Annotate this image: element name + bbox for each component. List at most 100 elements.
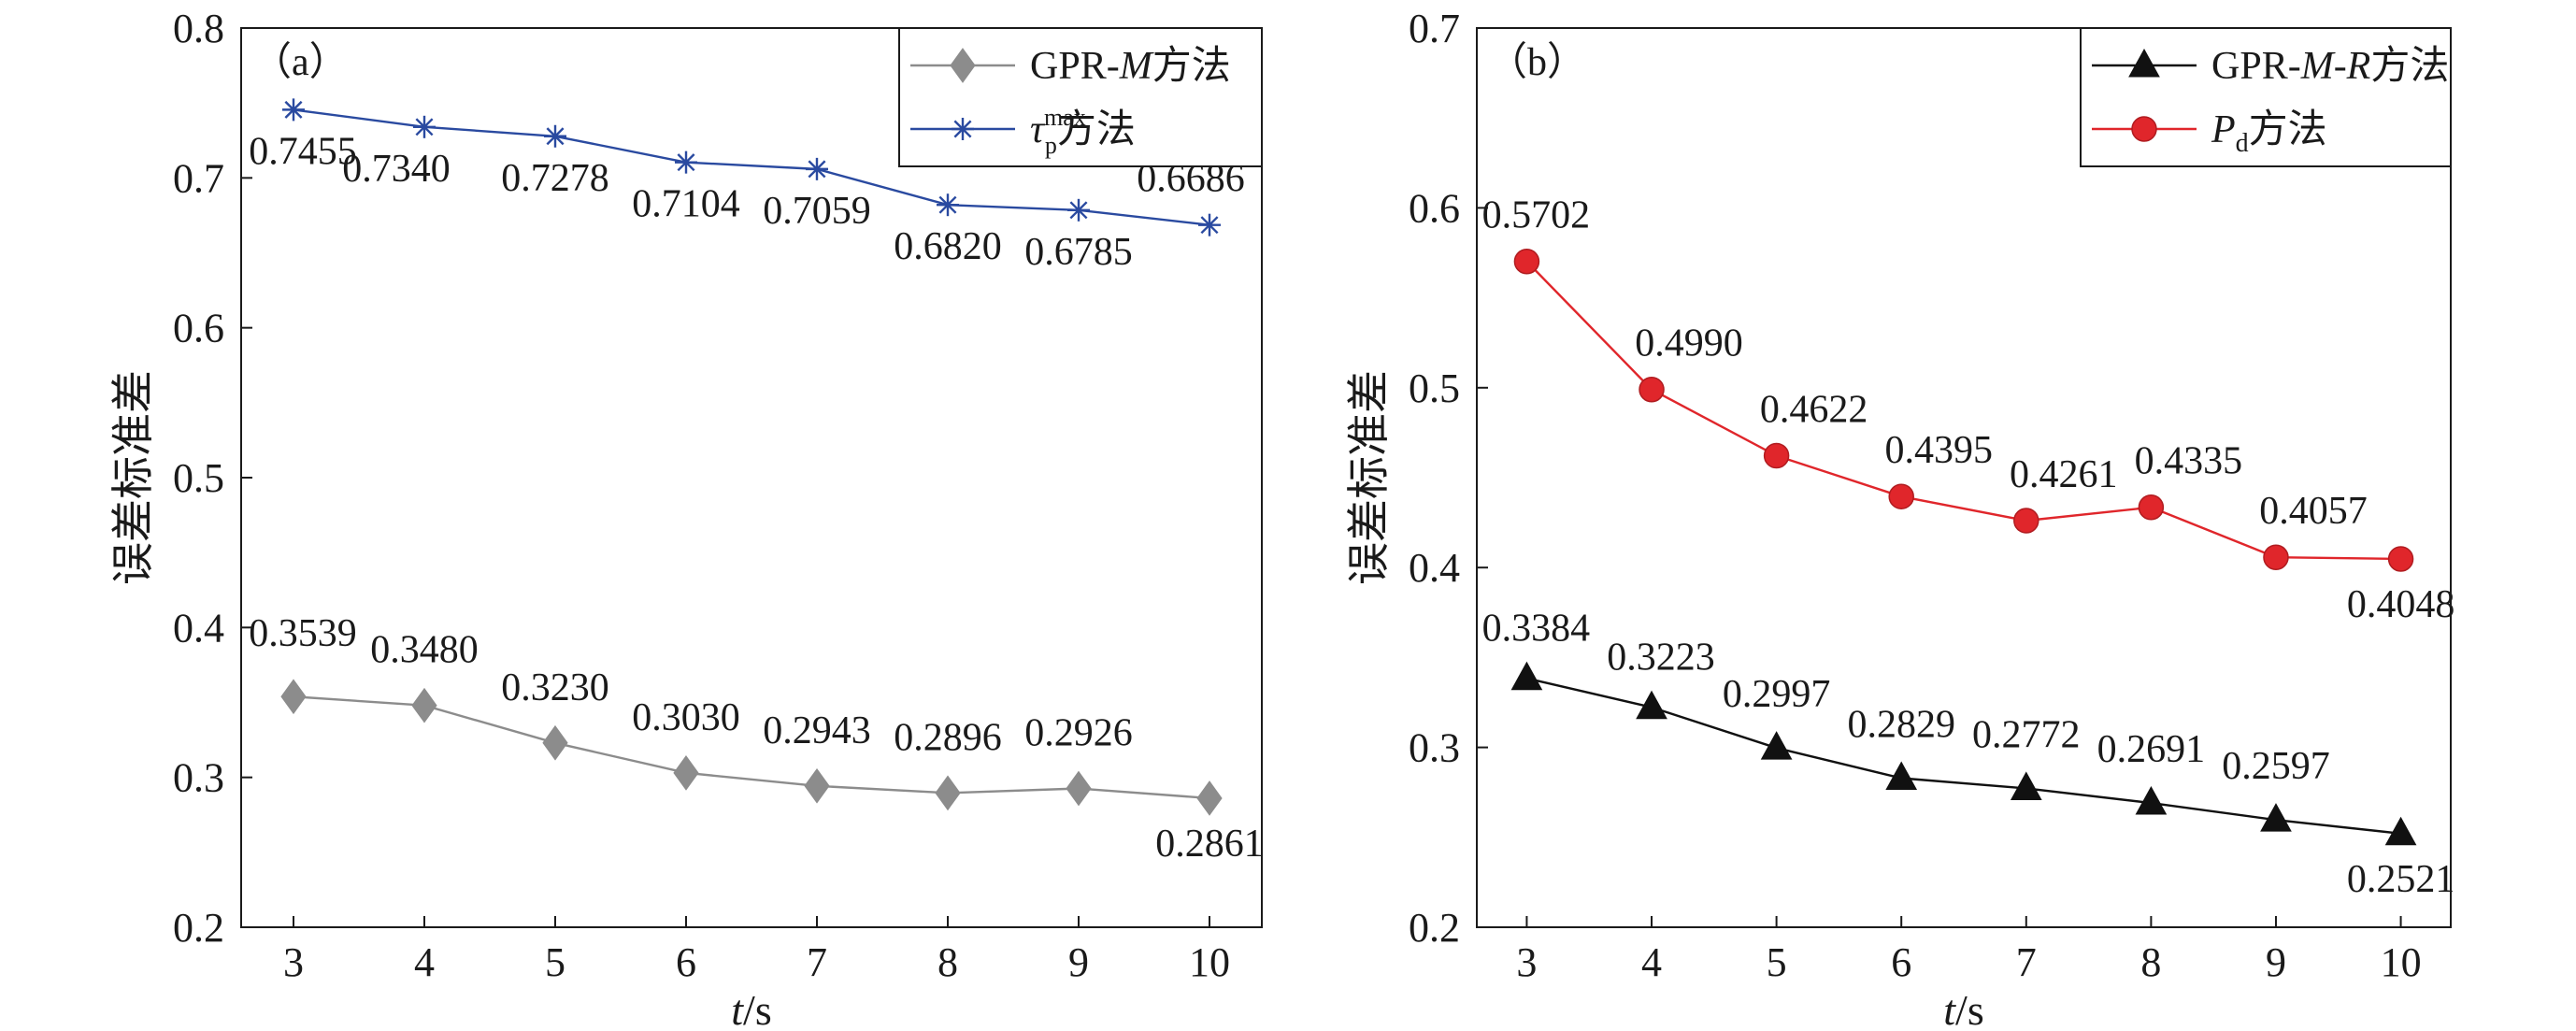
legend-marker — [952, 118, 974, 140]
data-point — [2263, 544, 2289, 570]
marker-stroke — [1200, 216, 1219, 235]
data-label: 0.7059 — [763, 190, 871, 233]
data-point — [282, 98, 305, 122]
data-label: 0.4622 — [1760, 389, 1868, 432]
y-tick-label: 0.7 — [173, 155, 224, 201]
data-point — [411, 687, 437, 723]
series-line — [1525, 260, 2401, 561]
series-line — [293, 695, 1210, 800]
data-label: 0.2861 — [1155, 823, 1264, 866]
data-label: 0.3030 — [632, 696, 740, 739]
y-axis-title: 误差标准差 — [1345, 370, 1393, 585]
data-label: 0.2943 — [763, 709, 871, 752]
x-tick-label: 3 — [283, 939, 304, 985]
series-line — [293, 108, 1210, 226]
data-label: 0.4048 — [2347, 583, 2455, 626]
data-point — [673, 755, 699, 791]
legend-marker — [2131, 116, 2157, 142]
x-tick-label: 9 — [1068, 939, 1089, 985]
data-label: 0.2772 — [1972, 713, 2081, 756]
data-point — [937, 193, 959, 217]
data-point — [280, 679, 307, 715]
data-point — [675, 150, 697, 174]
data-label: 0.3384 — [1482, 608, 1591, 651]
data-label: 0.2521 — [2347, 858, 2455, 901]
legend-box — [898, 27, 1263, 167]
data-point — [1760, 731, 1793, 760]
data-point — [2135, 786, 2168, 815]
data-point — [1066, 770, 1092, 807]
legend-item-2: τmax p方法 — [910, 104, 1136, 159]
data-label: 0.2829 — [1847, 704, 1955, 747]
legend-item-2: Pd方法 — [2092, 108, 2327, 158]
legend-label: Pd方法 — [2211, 108, 2327, 158]
marker-stroke — [938, 195, 957, 214]
data-point — [1198, 213, 1221, 236]
data-label: 0.3223 — [1607, 637, 1715, 680]
chart-panel-b: 0.2 0.3 0.4 0.5 0.6 0.7 3 4 5 6 7 8 9 10 t/s 误差标准差 （b） 0.… — [1345, 6, 2454, 1031]
data-label: 0.3539 — [249, 612, 357, 655]
data-label: 0.7455 — [249, 130, 357, 173]
legend-box — [2080, 27, 2452, 167]
marker-stroke — [546, 127, 565, 146]
x-tick-label: 5 — [1767, 939, 1787, 985]
data-label: 0.2691 — [2097, 728, 2206, 771]
plot-frame — [1476, 27, 2452, 928]
data-point — [544, 124, 566, 148]
x-tick-label: 8 — [937, 939, 958, 985]
data-label: 0.7340 — [342, 148, 451, 191]
x-axis-title: t/s — [731, 986, 771, 1031]
x-tick-label: 10 — [2381, 939, 2422, 985]
y-tick-label: 0.5 — [1409, 365, 1460, 411]
data-point — [2387, 546, 2414, 572]
y-tick-label: 0.3 — [173, 755, 224, 801]
y-tick-label: 0.8 — [173, 6, 224, 51]
data-point — [935, 775, 961, 811]
data-point — [1885, 761, 1918, 791]
marker-stroke — [1069, 201, 1088, 220]
data-point — [1639, 376, 1665, 403]
y-tick-label: 0.4 — [173, 605, 224, 651]
data-point — [1510, 661, 1543, 691]
chart-panel-a: 0.2 0.3 0.4 0.5 0.6 0.7 0.8 3 4 5 6 7 8 9 10 t/s 误差标准差 （a… — [109, 6, 1264, 1031]
panel-label: （b） — [1488, 41, 1586, 84]
x-tick-label: 9 — [2266, 939, 2286, 985]
data-label: 0.4261 — [2010, 453, 2118, 496]
data-point — [2010, 771, 2042, 800]
data-label: 0.6785 — [1024, 231, 1133, 274]
legend-item-1: GPR-M方法 — [910, 45, 1231, 88]
data-point — [1196, 780, 1223, 816]
data-label: 0.7104 — [632, 183, 740, 226]
data-point — [1067, 198, 1090, 222]
legend-label: τmax p方法 — [1030, 104, 1136, 159]
legend-label: GPR-M-R方法 — [2211, 45, 2449, 88]
y-tick-label: 0.4 — [1409, 545, 1460, 591]
data-label: 0.2597 — [2222, 745, 2330, 788]
y-tick-label: 0.5 — [173, 455, 224, 501]
panel-label: （a） — [252, 41, 349, 84]
x-tick-label: 4 — [1641, 939, 1662, 985]
x-tick-label: 7 — [807, 939, 827, 985]
data-point — [2138, 494, 2165, 521]
data-label: 0.3480 — [370, 629, 479, 672]
data-point — [806, 157, 828, 180]
y-axis-title: 误差标准差 — [109, 370, 157, 585]
legend-marker — [950, 48, 976, 83]
data-label: 0.4990 — [1635, 322, 1743, 365]
data-label: 0.2896 — [894, 716, 1002, 759]
y-tick-label: 0.6 — [1409, 185, 1460, 231]
legend-marker — [2128, 48, 2160, 78]
legend: GPR-M-R方法 Pd方法 — [2080, 27, 2452, 167]
data-point — [542, 724, 568, 761]
x-tick-label: 6 — [676, 939, 696, 985]
x-tick-label: 5 — [545, 939, 565, 985]
y-tick-label: 0.2 — [1409, 905, 1460, 951]
data-point — [413, 115, 436, 138]
marker-stroke — [808, 160, 826, 179]
x-tick-label: 3 — [1516, 939, 1537, 985]
data-label: 0.4057 — [2259, 490, 2368, 533]
data-point — [1888, 483, 1914, 509]
x-tick-label: 6 — [1891, 939, 1911, 985]
